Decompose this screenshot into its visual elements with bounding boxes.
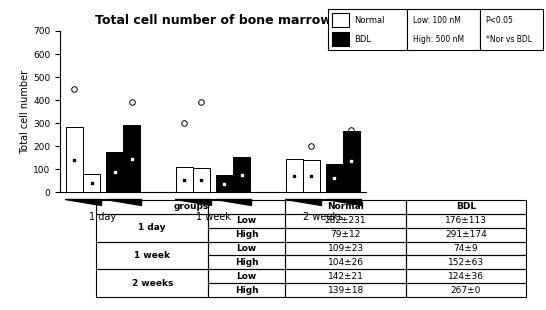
Bar — [123, 125, 140, 192]
Bar — [303, 160, 320, 192]
Text: 1 week: 1 week — [195, 212, 230, 223]
Text: *Nor vs BDL: *Nor vs BDL — [485, 35, 531, 44]
Text: High: High — [235, 286, 259, 294]
Text: Low: Low — [236, 244, 257, 253]
Bar — [208, 228, 286, 241]
Text: 74±9: 74±9 — [454, 244, 478, 253]
Bar — [406, 214, 526, 228]
Title: Total cell number of bone marrow: Total cell number of bone marrow — [94, 14, 331, 27]
Bar — [331, 13, 349, 28]
Y-axis label: Total cell number: Total cell number — [20, 69, 31, 154]
Bar — [406, 241, 526, 255]
Text: BDL: BDL — [456, 202, 476, 211]
Bar — [286, 200, 406, 214]
Bar — [96, 200, 208, 214]
Text: 1 day: 1 day — [90, 212, 117, 223]
Text: 176±113: 176±113 — [445, 216, 487, 225]
Bar — [83, 174, 100, 192]
Polygon shape — [175, 199, 211, 205]
Bar — [286, 228, 406, 241]
Text: 1 day: 1 day — [139, 223, 166, 232]
Polygon shape — [284, 199, 321, 205]
Text: High: High — [235, 230, 259, 239]
Text: High: 500 nM: High: 500 nM — [413, 35, 464, 44]
Bar — [286, 241, 406, 255]
Text: 124±36: 124±36 — [448, 272, 484, 281]
Bar — [208, 255, 286, 269]
Text: P<0.05: P<0.05 — [485, 16, 513, 25]
Bar — [286, 283, 406, 297]
Bar — [96, 214, 208, 241]
Text: 142±21: 142±21 — [328, 272, 364, 281]
Text: 267±0: 267±0 — [451, 286, 481, 294]
Bar — [66, 127, 83, 192]
Bar — [216, 175, 233, 192]
Text: BDL: BDL — [354, 35, 371, 44]
Text: 109±23: 109±23 — [328, 244, 364, 253]
Bar — [286, 214, 406, 228]
Bar — [406, 283, 526, 297]
Bar — [406, 255, 526, 269]
Text: Low: Low — [236, 216, 257, 225]
Bar — [233, 157, 250, 192]
Text: Normal: Normal — [354, 16, 384, 25]
Text: groups: groups — [173, 202, 209, 211]
Bar — [406, 269, 526, 283]
Text: 1 week: 1 week — [134, 251, 170, 260]
Text: Low: 100 nM: Low: 100 nM — [413, 16, 460, 25]
Bar — [96, 241, 208, 269]
Text: 79±12: 79±12 — [330, 230, 361, 239]
Text: High: High — [235, 258, 259, 267]
Polygon shape — [215, 199, 251, 205]
Bar — [96, 269, 208, 297]
Polygon shape — [325, 199, 361, 205]
Bar — [208, 200, 286, 214]
Text: Low: Low — [236, 272, 257, 281]
Bar — [406, 200, 526, 214]
Text: 282±231: 282±231 — [325, 216, 366, 225]
Bar — [208, 283, 286, 297]
Polygon shape — [105, 199, 141, 205]
Bar — [106, 152, 123, 192]
Bar — [208, 269, 286, 283]
Bar — [286, 160, 303, 192]
Text: 152±63: 152±63 — [448, 258, 484, 267]
Polygon shape — [65, 199, 101, 205]
Bar — [326, 164, 343, 192]
Bar — [406, 228, 526, 241]
Bar — [208, 241, 286, 255]
Bar — [286, 255, 406, 269]
Bar — [208, 214, 286, 228]
Text: 2 weeks: 2 weeks — [132, 279, 173, 288]
Bar — [331, 32, 349, 46]
Text: 104±26: 104±26 — [328, 258, 364, 267]
Bar — [343, 131, 360, 192]
Bar — [286, 269, 406, 283]
Text: 2 weeks: 2 weeks — [303, 212, 343, 223]
Text: 139±18: 139±18 — [328, 286, 364, 294]
Text: Normal: Normal — [327, 202, 364, 211]
Bar — [176, 167, 193, 192]
Bar — [193, 168, 210, 192]
Text: 291±174: 291±174 — [445, 230, 487, 239]
